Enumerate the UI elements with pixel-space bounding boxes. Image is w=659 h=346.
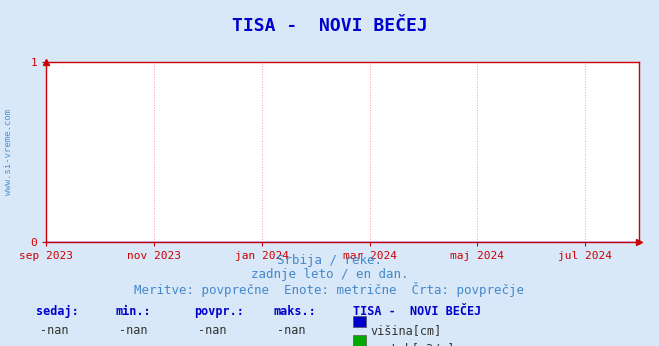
Text: TISA -  NOVI BEČEJ: TISA - NOVI BEČEJ	[231, 17, 428, 35]
Text: -nan: -nan	[40, 343, 69, 346]
Text: TISA -  NOVI BEČEJ: TISA - NOVI BEČEJ	[353, 305, 481, 318]
Text: -nan: -nan	[198, 343, 227, 346]
Text: min.:: min.:	[115, 305, 151, 318]
Text: Meritve: povprečne  Enote: metrične  Črta: povprečje: Meritve: povprečne Enote: metrične Črta:…	[134, 282, 525, 297]
Text: povpr.:: povpr.:	[194, 305, 244, 318]
Text: www.si-vreme.com: www.si-vreme.com	[4, 109, 13, 195]
Text: -nan: -nan	[277, 324, 306, 337]
Text: -nan: -nan	[119, 343, 148, 346]
Text: sedaj:: sedaj:	[36, 305, 79, 318]
Text: -nan: -nan	[277, 343, 306, 346]
Text: višina[cm]: višina[cm]	[370, 324, 442, 337]
Text: Srbija / reke.: Srbija / reke.	[277, 254, 382, 267]
Text: maks.:: maks.:	[273, 305, 316, 318]
Text: -nan: -nan	[40, 324, 69, 337]
Text: -nan: -nan	[198, 324, 227, 337]
Text: pretok[m3/s]: pretok[m3/s]	[370, 343, 456, 346]
Text: zadnje leto / en dan.: zadnje leto / en dan.	[251, 268, 408, 281]
Text: -nan: -nan	[119, 324, 148, 337]
